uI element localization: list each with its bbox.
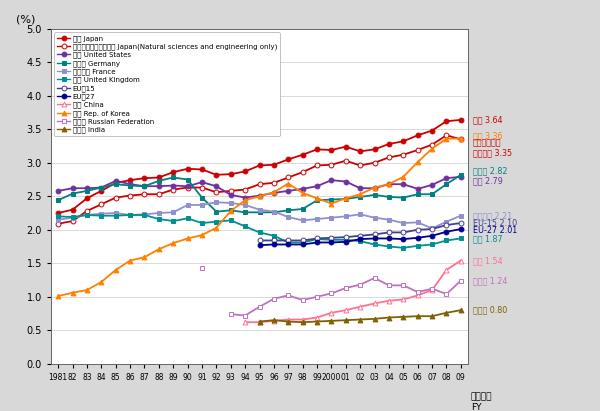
Text: 中国 1.54: 中国 1.54 [473, 256, 502, 265]
Text: フランス 2.21: フランス 2.21 [473, 211, 512, 220]
Text: EU-27 2.01: EU-27 2.01 [473, 226, 517, 235]
Text: 英国 1.87: 英国 1.87 [473, 234, 502, 243]
Text: EU-15 2.10: EU-15 2.10 [473, 219, 517, 228]
Text: 韓国 3.36: 韓国 3.36 [473, 132, 502, 141]
Text: 日本（自然科
学のみ） 3.35: 日本（自然科 学のみ） 3.35 [473, 139, 512, 158]
Text: 日本 3.64: 日本 3.64 [473, 115, 502, 125]
Text: インド 0.80: インド 0.80 [473, 306, 507, 315]
Text: ロシア 1.24: ロシア 1.24 [473, 276, 507, 285]
Text: （年度）
FY: （年度） FY [471, 393, 493, 411]
Text: ドイツ 2.82: ドイツ 2.82 [473, 166, 508, 175]
Legend: 日本 Japan, 日本（自然科学のみ） Japan(Natural sciences and engineering only), 米国 United Sta: 日本 Japan, 日本（自然科学のみ） Japan(Natural scien… [55, 32, 280, 136]
Text: 米国 2.79: 米国 2.79 [473, 176, 503, 185]
Text: (%): (%) [16, 15, 35, 25]
